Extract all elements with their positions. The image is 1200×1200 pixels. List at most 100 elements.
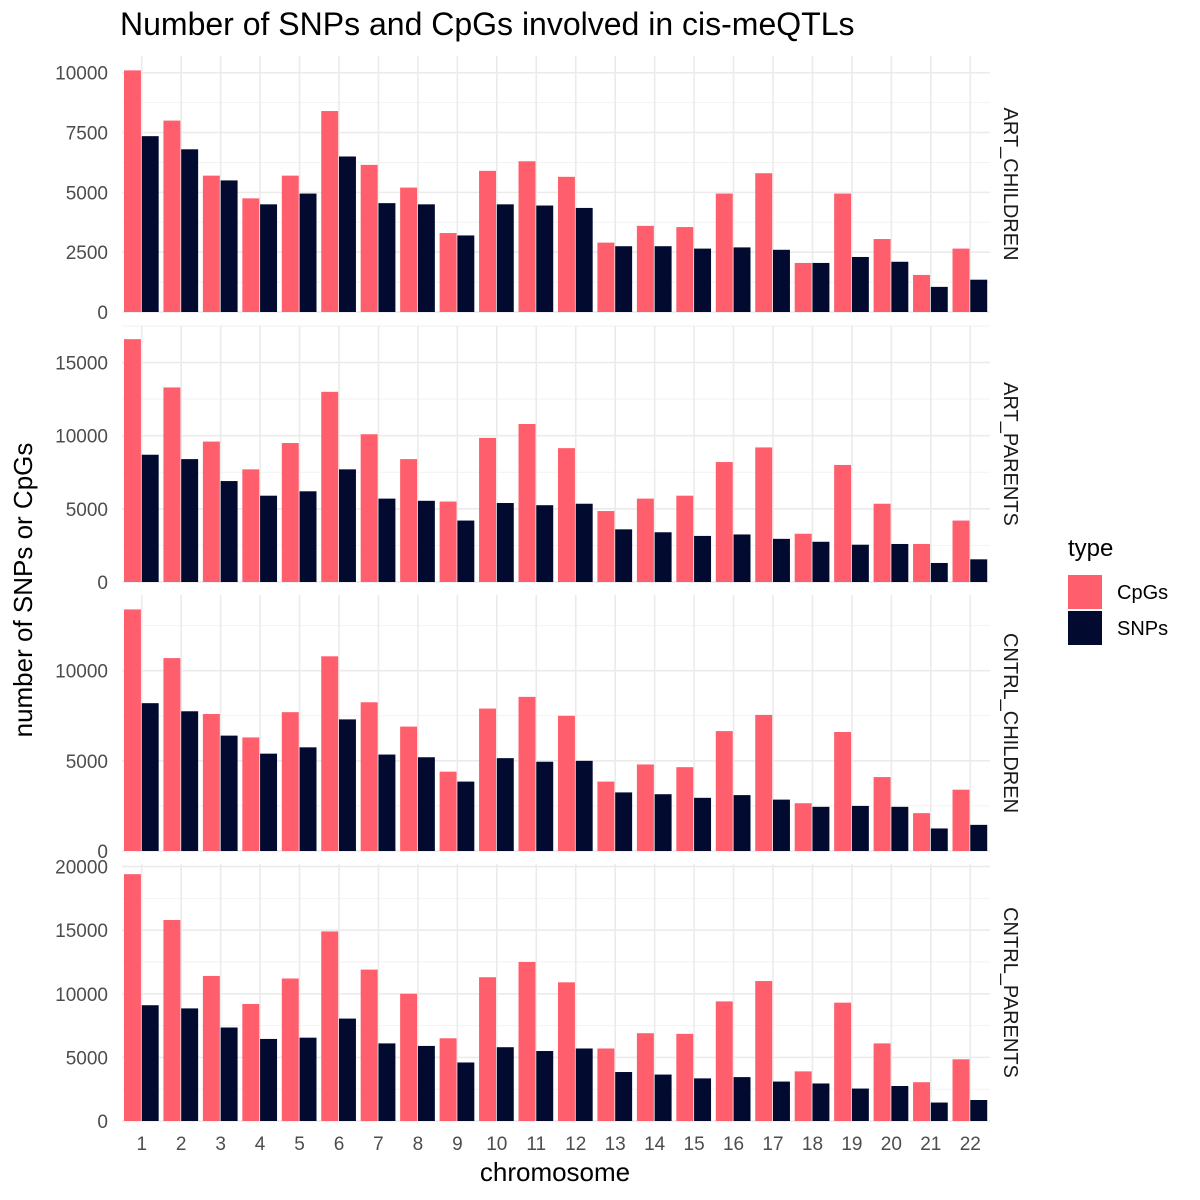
panel-cntrl-parents: 0 5000 10000 15000 20000 CNTRL_PARENTS	[55, 858, 1021, 1133]
y-tick-label: 10000	[55, 662, 108, 683]
bar-cpgs-chr20	[873, 777, 891, 851]
bar-snps-chr13	[615, 792, 633, 851]
bar-snps-chr12	[575, 1048, 593, 1121]
bar-snps-chr20	[891, 1086, 909, 1121]
bar-snps-chr3	[220, 180, 238, 312]
bar-snps-chr5	[299, 747, 317, 851]
bar-snps-chr22	[970, 824, 988, 851]
x-tick-label: 11	[526, 1134, 546, 1155]
bar-snps-chr13	[615, 246, 633, 312]
x-tick-label: 8	[413, 1134, 424, 1155]
bar-snps-chr15	[694, 1078, 712, 1121]
x-tick-label: 3	[215, 1134, 226, 1155]
bar-cpgs-chr4	[242, 469, 260, 582]
bar-cpgs-chr10	[479, 437, 497, 582]
bar-cpgs-chr9	[439, 1038, 457, 1121]
bar-cpgs-chr10	[479, 977, 497, 1121]
y-tick-label: 0	[97, 303, 108, 324]
bar-snps-chr12	[575, 503, 593, 582]
y-tick-label: 5000	[66, 752, 108, 773]
bar-snps-chr13	[615, 529, 633, 582]
x-tick-label: 15	[684, 1134, 705, 1155]
bar-snps-chr10	[496, 758, 514, 851]
bar-snps-chr19	[851, 544, 869, 582]
bar-cpgs-chr16	[715, 731, 733, 851]
x-tick-label: 10	[486, 1134, 507, 1155]
bar-cpgs-chr6	[321, 111, 339, 312]
y-tick-label: 7500	[66, 124, 108, 145]
bar-cpgs-chr11	[518, 424, 536, 582]
y-tick-label: 15000	[55, 354, 108, 375]
bar-snps-chr3	[220, 1027, 238, 1121]
bar-cpgs-chr10	[479, 708, 497, 851]
x-tick-label: 16	[723, 1134, 744, 1155]
bar-cpgs-chr19	[834, 464, 852, 582]
bar-snps-chr5	[299, 491, 317, 582]
bar-snps-chr11	[536, 1051, 554, 1121]
x-tick-label: 6	[334, 1134, 345, 1155]
bar-cpgs-chr14	[636, 225, 654, 312]
bar-snps-chr14	[654, 1074, 672, 1121]
bar-snps-chr1	[141, 703, 159, 851]
bar-cpgs-chr13	[597, 781, 615, 851]
bar-cpgs-chr8	[400, 459, 418, 582]
bar-cpgs-chr1	[123, 70, 141, 312]
x-tick-label: 7	[373, 1134, 384, 1155]
bar-snps-chr6	[339, 156, 356, 312]
bar-cpgs-chr5	[281, 712, 299, 851]
bar-snps-chr14	[654, 246, 672, 312]
bar-cpgs-chr8	[400, 187, 418, 312]
bar-cpgs-chr12	[557, 176, 575, 312]
bar-cpgs-chr16	[715, 1001, 733, 1121]
bar-snps-chr4	[260, 753, 278, 851]
x-tick-label: 1	[136, 1134, 147, 1155]
bar-cpgs-chr21	[913, 543, 931, 582]
bar-snps-chr18	[812, 1083, 830, 1121]
panels: 0 2500 5000 7500 10000 ART_CHILDREN 0 5000 10000…	[55, 56, 1021, 1133]
bar-cpgs-chr6	[321, 931, 339, 1121]
bar-cpgs-chr9	[439, 501, 457, 582]
bar-cpgs-chr20	[873, 503, 891, 582]
bar-snps-chr14	[654, 532, 672, 582]
y-tick-label: 5000	[66, 500, 108, 521]
bar-cpgs-chr15	[676, 767, 694, 851]
bar-snps-chr6	[339, 1018, 356, 1121]
bar-snps-chr22	[970, 559, 988, 582]
x-tick-label: 2	[176, 1134, 187, 1155]
y-tick-label: 15000	[55, 921, 108, 942]
bar-snps-chr7	[378, 203, 396, 312]
x-tick-label: 5	[294, 1134, 305, 1155]
bar-snps-chr8	[417, 500, 435, 582]
bar-snps-chr9	[457, 1062, 475, 1121]
bar-snps-chr18	[812, 806, 830, 851]
bar-snps-chr11	[536, 205, 554, 312]
y-tick-label: 10000	[55, 427, 108, 448]
panel-strip-label: CNTRL_CHILDREN	[999, 633, 1021, 813]
bar-cpgs-chr11	[518, 696, 536, 851]
bar-snps-chr5	[299, 193, 317, 312]
bar-cpgs-chr4	[242, 1003, 260, 1121]
bar-cpgs-chr9	[439, 233, 457, 312]
bar-snps-chr5	[299, 1037, 317, 1121]
bar-cpgs-chr16	[715, 193, 733, 312]
x-tick-label: 14	[644, 1134, 666, 1155]
bar-cpgs-chr16	[715, 462, 733, 582]
bar-cpgs-chr21	[913, 813, 931, 851]
bar-snps-chr9	[457, 235, 475, 312]
bar-snps-chr9	[457, 781, 475, 851]
bar-snps-chr3	[220, 735, 238, 851]
bar-cpgs-chr1	[123, 609, 141, 851]
bar-snps-chr21	[930, 828, 948, 851]
bar-snps-chr16	[733, 795, 751, 851]
bar-cpgs-chr5	[281, 443, 299, 582]
bar-snps-chr19	[851, 805, 869, 851]
bar-cpgs-chr12	[557, 982, 575, 1121]
bar-cpgs-chr5	[281, 175, 299, 312]
bar-cpgs-chr13	[597, 242, 615, 312]
bar-cpgs-chr4	[242, 737, 260, 851]
bar-snps-chr7	[378, 754, 396, 851]
bar-snps-chr6	[339, 469, 356, 582]
bar-cpgs-chr11	[518, 161, 536, 312]
legend-label-cpgs: CpGs	[1117, 582, 1168, 604]
